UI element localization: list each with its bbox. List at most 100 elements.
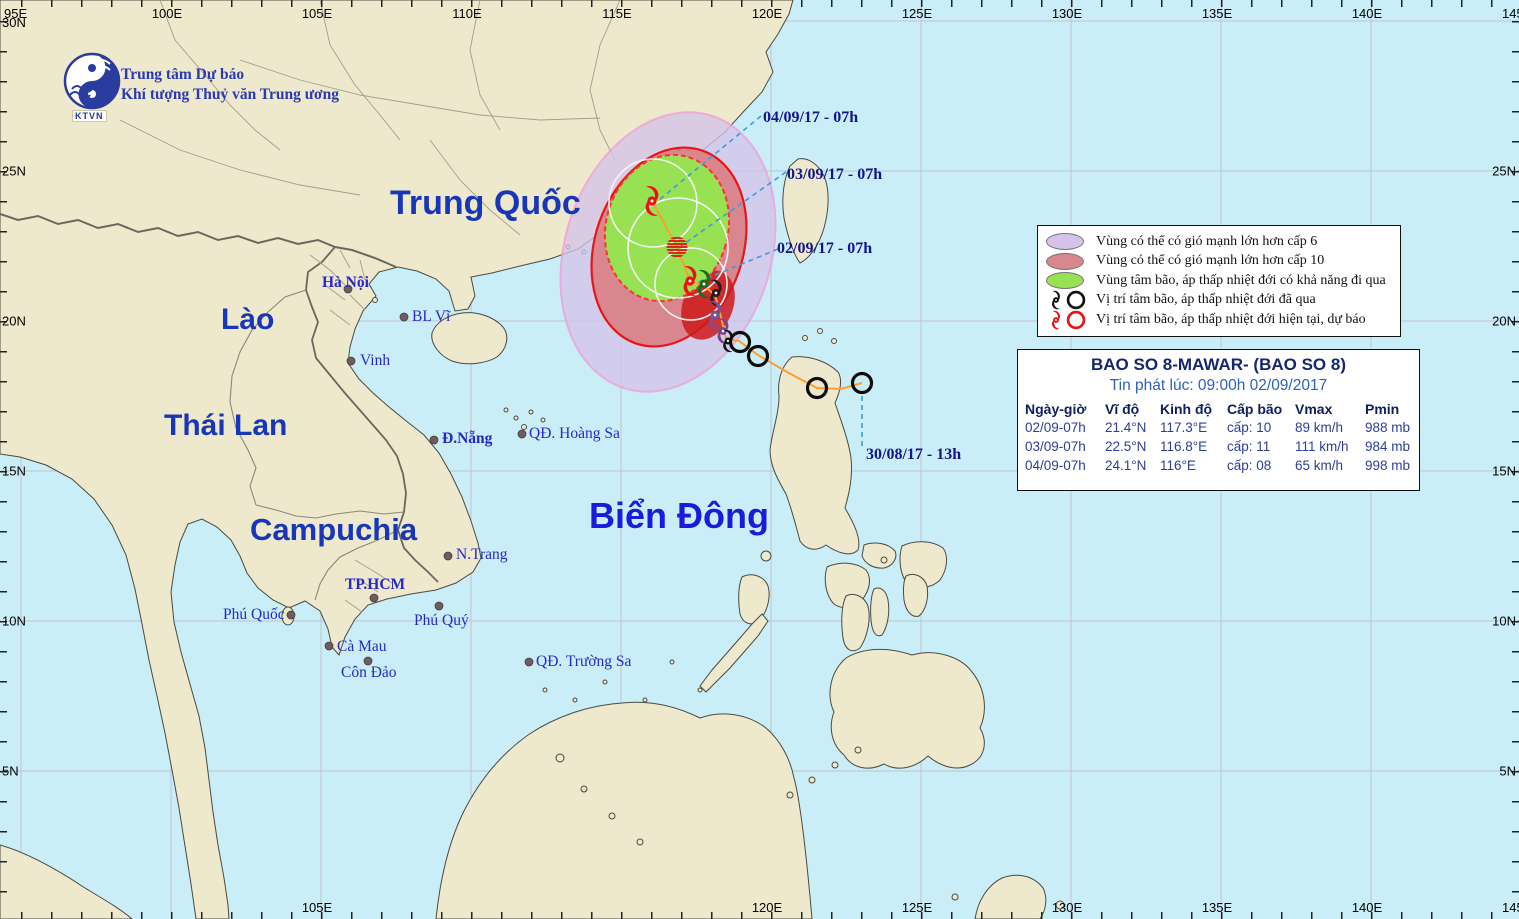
latitude-label-right: 5N	[1499, 763, 1516, 779]
cell-category: cấp: 08	[1227, 458, 1272, 473]
sea-label-bien-dong: Biển Đông	[589, 495, 769, 536]
city-label-ca-mau: Cà Mau	[337, 638, 387, 655]
agency-name-line2: Khí tượng Thuỷ văn Trung ương	[121, 86, 339, 103]
ktvn-logo-icon	[63, 52, 121, 110]
cell-vmax: 111 km/h	[1295, 439, 1349, 454]
legend-item-label: Vị trí tâm bão, áp thấp nhiệt đới hiện t…	[1096, 311, 1366, 327]
longitude-label-bottom: 120E	[751, 900, 783, 915]
country-label-china: Trung Quốc	[390, 184, 581, 222]
luzon-island	[769, 356, 860, 555]
track-date-label-3008: 30/08/17 - 13h	[866, 446, 962, 463]
agency-name-line1: Trung tâm Dự báo	[121, 66, 245, 83]
negros-island	[841, 593, 870, 652]
island-label-truong-sa: QĐ. Trường Sa	[536, 653, 632, 670]
cell-vmax: 89 km/h	[1295, 420, 1344, 435]
longitude-label-top: 120E	[751, 6, 783, 21]
longitude-label-top: 115E	[602, 6, 632, 21]
city-label-ha-noi: Hà Nội	[322, 274, 369, 291]
country-label-thailand: Thái Lan	[164, 409, 288, 442]
cell-longitude: 116.8°E	[1160, 439, 1208, 454]
latitude-label-left: 30N	[2, 15, 26, 30]
cell-vmax: 65 km/h	[1295, 458, 1344, 473]
cell-longitude: 117.3°E	[1160, 420, 1208, 435]
island-label-phu-quy: Phú Quý	[414, 612, 469, 629]
city-dots	[286, 284, 534, 667]
longitude-label-top: 135E	[1201, 6, 1233, 21]
cell-latitude: 22.5°N	[1105, 439, 1147, 454]
cell-category: cấp: 10	[1227, 420, 1272, 435]
legend-item: Vị trí tâm bão, áp thấp nhiệt đới hiện t…	[1038, 310, 1400, 330]
track-date-label-0409: 04/09/17 - 07h	[763, 109, 859, 126]
longitude-label-top: 140E	[1351, 6, 1383, 21]
past-position-symbols-icon	[1038, 290, 1096, 310]
legend-item: Vùng có thể có gió mạnh lớn hơn cấp 6	[1038, 232, 1400, 252]
island-label-con-dao: Côn Đảo	[341, 664, 397, 681]
logo-caption: KTVN	[72, 110, 107, 122]
latitude-label-left: 15N	[2, 463, 26, 479]
longitude-label-top: 100E	[151, 6, 183, 21]
hainan-island	[431, 312, 508, 365]
column-header: Cấp bão	[1227, 400, 1283, 417]
city-label-vinh: Vinh	[360, 352, 391, 369]
storm-center-swatch-icon	[1038, 272, 1096, 290]
sulawesi-island	[974, 874, 1047, 919]
cell-latitude: 21.4°N	[1105, 420, 1147, 435]
column-header: Pmin	[1365, 400, 1400, 417]
legend-box: Vùng có thể có gió mạnh lớn hơn cấp 6 Vù…	[1037, 225, 1401, 337]
longitude-label-bottom: 105E	[301, 900, 333, 915]
current-position-symbols-icon	[1038, 310, 1096, 330]
masbate-island	[861, 542, 897, 569]
legend-item-label: Vùng có thể có gió mạnh lớn hơn cấp 10	[1096, 253, 1325, 269]
latitude-label-left: 10N	[2, 613, 26, 629]
table-row: 04/09-07h 24.1°N 116°E cấp: 08 65 km/h 9…	[1018, 456, 1419, 475]
taiwan-island	[782, 158, 829, 264]
column-header: Vmax	[1295, 400, 1333, 417]
cell-longitude: 116°E	[1160, 458, 1196, 473]
city-label-tp-hcm: TP.HCM	[345, 576, 406, 593]
legend-item: Vùng tâm bão, áp thấp nhiệt đới có khả n…	[1038, 271, 1400, 291]
longitude-label-top: 145E	[1502, 6, 1519, 21]
cell-pmin: 998 mb	[1365, 458, 1411, 473]
legend-item: Vùng có thể có gió mạnh lớn hơn cấp 10	[1038, 252, 1400, 272]
latitude-label-left: 25N	[2, 163, 26, 179]
cell-datetime: 04/09-07h	[1025, 458, 1086, 473]
storm-info-box: BAO SO 8-MAWAR- (BAO SO 8) Tin phát lúc:…	[1017, 349, 1420, 491]
city-label-da-nang: Đ.Nẵng	[442, 430, 493, 447]
country-label-laos: Lào	[221, 303, 275, 336]
city-label-nha-trang: N.Trang	[456, 546, 508, 563]
cell-datetime: 02/09-07h	[1025, 420, 1086, 435]
table-row: 03/09-07h 22.5°N 116.8°E cấp: 11 111 km/…	[1018, 437, 1419, 456]
latitude-label-left: 5N	[2, 763, 19, 779]
cell-datetime: 03/09-07h	[1025, 439, 1086, 454]
longitude-label-top: 125E	[901, 6, 933, 21]
wind-cap6-swatch-icon	[1038, 233, 1096, 251]
legend-item-label: Vùng tâm bão, áp thấp nhiệt đới có khả n…	[1096, 272, 1386, 288]
latitude-label-right: 15N	[1492, 463, 1516, 479]
palawan-island	[699, 613, 769, 693]
borneo-island	[435, 701, 813, 919]
cell-pmin: 988 mb	[1365, 420, 1411, 435]
leyte-island	[902, 573, 929, 617]
longitude-label-bottom: 140E	[1351, 900, 1383, 915]
cebu-island	[870, 587, 890, 637]
cell-pmin: 984 mb	[1365, 439, 1411, 454]
legend-item: Vị trí tâm bão, áp thấp nhiệt đới đã qua	[1038, 290, 1400, 311]
table-row: 02/09-07h 21.4°N 117.3°E cấp: 10 89 km/h…	[1018, 418, 1419, 437]
column-header: Ngày-giờ	[1025, 400, 1087, 417]
cell-category: cấp: 11	[1227, 439, 1271, 454]
island-label-hoang-sa: QĐ. Hoàng Sa	[529, 425, 620, 442]
latitude-label-right: 10N	[1492, 613, 1516, 629]
latitude-label-left: 20N	[2, 313, 26, 329]
track-date-label-0309: 03/09/17 - 07h	[787, 166, 883, 183]
city-label-bl-vi: BL Vĩ	[412, 308, 451, 325]
longitude-label-top: 110E	[452, 6, 482, 21]
storm-title: BAO SO 8-MAWAR- (BAO SO 8)	[1090, 355, 1346, 374]
longitude-label-bottom: 130E	[1051, 900, 1083, 915]
border-lines	[0, 0, 621, 613]
wind-cap10-swatch-icon	[1038, 252, 1096, 270]
column-header: Vĩ độ	[1105, 400, 1140, 417]
forecast-radius-circles	[608, 158, 729, 321]
mindanao-island	[829, 648, 985, 769]
island-label-phu-quoc: Phú Quốc	[223, 606, 285, 623]
